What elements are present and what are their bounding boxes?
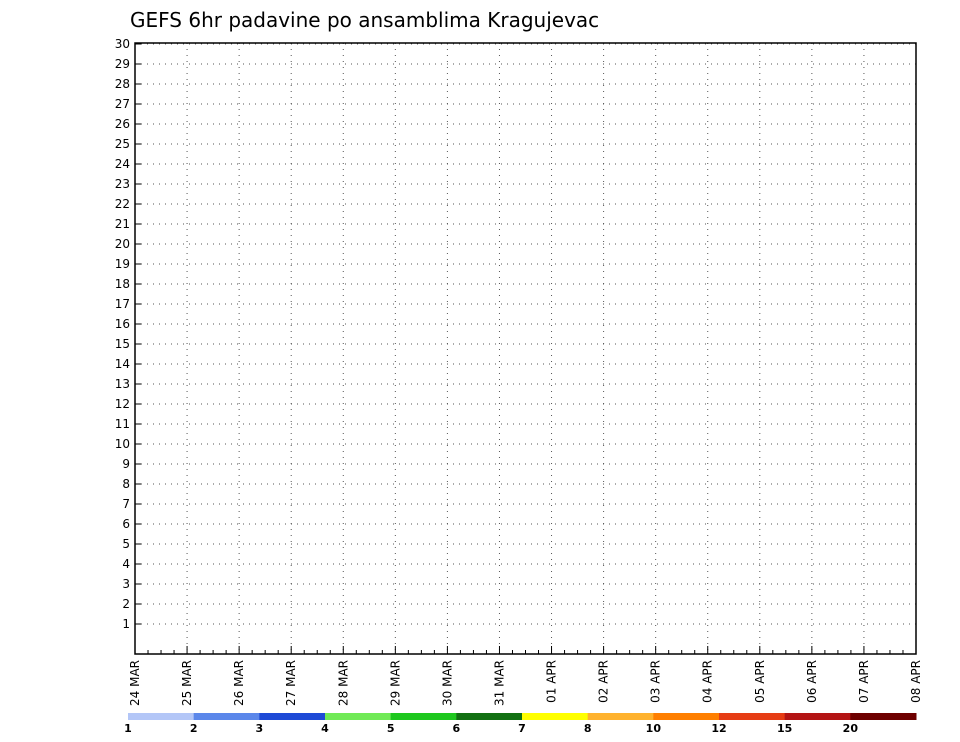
legend-label: 4 <box>321 722 329 735</box>
y-tick-label: 25 <box>115 137 130 151</box>
legend-swatch <box>259 713 326 720</box>
y-tick-label: 21 <box>115 217 130 231</box>
x-tick-label: 04 APR <box>701 660 715 703</box>
y-tick-label: 29 <box>115 57 130 71</box>
x-tick-label: 27 MAR <box>284 660 298 706</box>
y-tick-label: 2 <box>122 597 130 611</box>
y-tick-label: 7 <box>122 497 130 511</box>
y-tick-label: 10 <box>115 437 130 451</box>
y-tick-label: 28 <box>115 77 130 91</box>
y-tick-label: 3 <box>122 577 130 591</box>
legend-label: 6 <box>453 722 461 735</box>
legend-swatch <box>719 713 786 720</box>
legend-label: 5 <box>387 722 395 735</box>
legend-swatch <box>128 713 195 720</box>
x-tick-label: 01 APR <box>545 660 559 703</box>
x-tick-label: 24 MAR <box>128 660 142 706</box>
y-tick-label: 17 <box>115 297 130 311</box>
legend-swatch <box>522 713 589 720</box>
x-tick-label: 07 APR <box>857 660 871 703</box>
legend-label: 7 <box>518 722 526 735</box>
x-tick-label: 08 APR <box>909 660 923 703</box>
x-tick-label: 03 APR <box>649 660 663 703</box>
legend-swatch <box>653 713 720 720</box>
y-tick-label: 30 <box>115 37 130 51</box>
y-tick-label: 13 <box>115 377 130 391</box>
y-tick-label: 22 <box>115 197 130 211</box>
legend-label: 20 <box>843 722 859 735</box>
x-tick-label: 02 APR <box>597 660 611 703</box>
y-tick-label: 19 <box>115 257 130 271</box>
y-tick-label: 11 <box>115 417 130 431</box>
y-tick-label: 26 <box>115 117 130 131</box>
legend-swatch <box>390 713 457 720</box>
y-tick-label: 14 <box>115 357 130 371</box>
y-axis-ticks: 1234567891011121314151617181920212223242… <box>115 37 141 631</box>
x-axis-ticks: 24 MAR 25 MAR 26 MAR 27 MAR 28 MAR 29 MAR 30 M… <box>128 646 923 706</box>
y-tick-label: 20 <box>115 237 130 251</box>
x-tick-label: 31 MAR <box>492 660 506 706</box>
plot-frame <box>134 42 917 655</box>
legend-label: 1 <box>124 722 132 735</box>
y-tick-label: 5 <box>122 537 130 551</box>
legend-swatch <box>193 713 260 720</box>
x-tick-label: 25 MAR <box>180 660 194 706</box>
y-tick-label: 18 <box>115 277 130 291</box>
legend-swatch <box>784 713 851 720</box>
y-tick-label: 27 <box>115 97 130 111</box>
legend-swatch <box>325 713 392 720</box>
chart-title: GEFS 6hr padavine po ansamblima Kragujev… <box>130 8 599 32</box>
y-tick-label: 15 <box>115 337 130 351</box>
x-tick-label: 26 MAR <box>232 660 246 706</box>
legend-swatch <box>587 713 654 720</box>
y-tick-label: 1 <box>122 617 130 631</box>
legend-label: 2 <box>190 722 198 735</box>
y-tick-label: 24 <box>115 157 130 171</box>
y-tick-label: 12 <box>115 397 130 411</box>
y-tick-label: 4 <box>122 557 130 571</box>
legend-label: 15 <box>777 722 792 735</box>
color-legend: 1 2 3 4 5 6 7 8 10 12 15 20 <box>124 713 917 735</box>
dotted-grid <box>135 43 916 654</box>
y-tick-label: 16 <box>115 317 130 331</box>
y-tick-label: 8 <box>122 477 130 491</box>
x-tick-label: 29 MAR <box>388 660 402 706</box>
legend-label: 8 <box>584 722 592 735</box>
y-tick-label: 9 <box>122 457 130 471</box>
x-tick-label: 06 APR <box>805 660 819 703</box>
legend-swatch <box>850 713 917 720</box>
legend-label: 3 <box>256 722 264 735</box>
legend-swatch <box>456 713 523 720</box>
x-tick-label: 30 MAR <box>440 660 454 706</box>
y-tick-label: 6 <box>122 517 130 531</box>
y-tick-label: 23 <box>115 177 130 191</box>
legend-label: 10 <box>646 722 662 735</box>
x-tick-label: 28 MAR <box>336 660 350 706</box>
legend-label: 12 <box>711 722 726 735</box>
x-tick-label: 05 APR <box>753 660 767 703</box>
